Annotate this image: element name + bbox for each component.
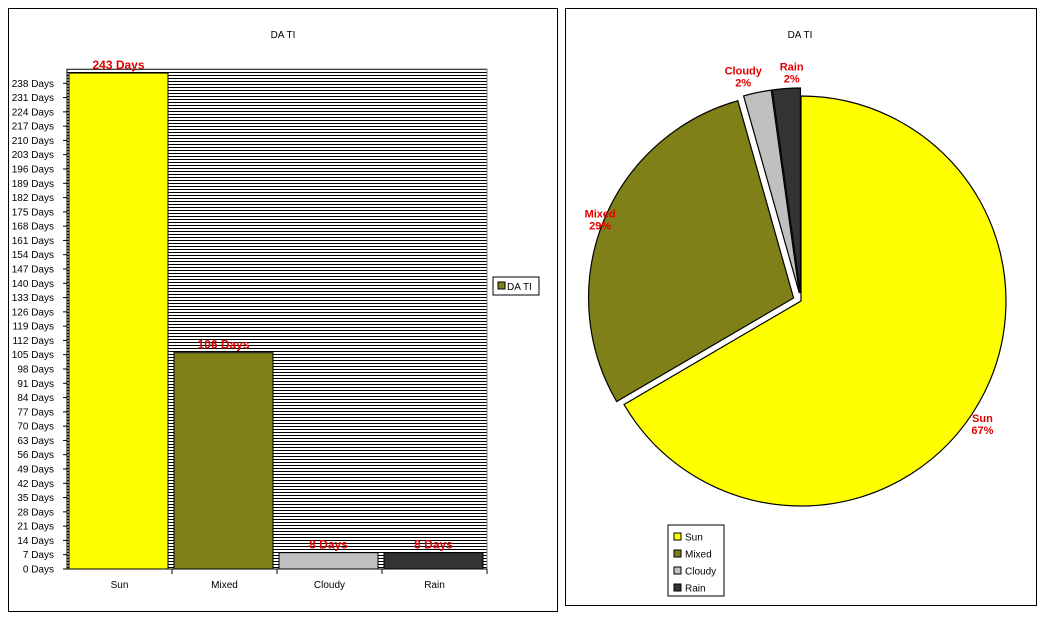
pie-legend-label: Mixed [685, 550, 712, 561]
x-category-label: Mixed [211, 580, 238, 591]
y-tick-label: 77 Days [17, 407, 54, 418]
pie-legend-swatch [673, 549, 682, 558]
bar-legend-swatch [497, 281, 506, 290]
bar-legend: DA TI [492, 276, 540, 296]
x-category-label: Rain [424, 580, 445, 591]
pie-data-label: Mixed 29% [585, 209, 616, 233]
y-tick-label: 140 Days [12, 279, 54, 290]
y-tick-label: 182 Days [12, 193, 54, 204]
y-tick-label: 126 Days [12, 307, 54, 318]
pie-legend-label: Rain [685, 584, 706, 595]
pie-legend-label: Cloudy [685, 567, 716, 578]
y-tick-label: 14 Days [17, 536, 54, 547]
pie-legend-swatch [673, 566, 682, 575]
y-tick-label: 210 Days [12, 136, 54, 147]
y-tick-label: 217 Days [12, 122, 54, 133]
pie-legend: Sun Mixed Cloudy Rain [667, 524, 725, 597]
pie-data-label: Sun 67% [971, 413, 993, 437]
bar-legend-label: DA TI [507, 282, 532, 293]
y-tick-label: 161 Days [12, 236, 54, 247]
y-tick-label: 49 Days [17, 465, 54, 476]
y-tick-label: 35 Days [17, 493, 54, 504]
pie-data-label: Rain 2% [780, 62, 804, 86]
pie-slice-rain [771, 87, 802, 294]
pie-slice-sun [623, 95, 1007, 507]
y-tick-label: 231 Days [12, 93, 54, 104]
y-tick-label: 238 Days [12, 79, 54, 90]
y-tick-label: 84 Days [17, 393, 54, 404]
bar-chart: DA TI 0 Days 7 Days 14 Days 21 Days 28 Days 3… [12, 30, 540, 591]
bar-data-label: 106 Days [197, 338, 249, 352]
bar-chart-title: DA TI [271, 30, 296, 41]
y-tick-label: 147 Days [12, 265, 54, 276]
bar-rain [383, 552, 484, 570]
y-tick-label: 175 Days [12, 207, 54, 218]
bar-data-label: 8 Days [414, 538, 453, 552]
bar-cloudy [278, 552, 379, 570]
y-tick-label: 119 Days [12, 322, 54, 333]
y-tick-label: 196 Days [12, 165, 54, 176]
pie-chart: DA TI Sun 67% Mixed 29% Cloudy 2% Rain 2% Sun Mi… [585, 30, 1007, 597]
pie-legend-swatch [673, 583, 682, 592]
y-tick-label: 7 Days [23, 550, 54, 561]
y-tick-label: 56 Days [17, 450, 54, 461]
y-tick-label: 70 Days [17, 422, 54, 433]
y-tick-label: 21 Days [17, 522, 54, 533]
y-tick-label: 98 Days [17, 365, 54, 376]
pie-legend-swatch [673, 532, 682, 541]
y-tick-label: 154 Days [12, 250, 54, 261]
y-tick-label: 0 Days [23, 565, 54, 576]
y-tick-label: 224 Days [12, 107, 54, 118]
bar-sun [68, 72, 169, 570]
pie-data-label: Cloudy 2% [725, 66, 763, 90]
y-tick-label: 91 Days [17, 379, 54, 390]
y-tick-label: 63 Days [17, 436, 54, 447]
bar-chart-panel: DA TI 0 Days 7 Days 14 Days 21 Days 28 Days 3… [8, 8, 558, 612]
y-tick-label: 105 Days [12, 350, 54, 361]
y-tick-label: 42 Days [17, 479, 54, 490]
x-category-label: Cloudy [314, 580, 345, 591]
y-tick-label: 189 Days [12, 179, 54, 190]
pie-slice-cloudy [742, 89, 800, 294]
y-tick-label: 168 Days [12, 222, 54, 233]
pie-chart-title: DA TI [788, 30, 813, 41]
bar-mixed [173, 352, 274, 570]
pie-slice-mixed [588, 99, 795, 403]
y-tick-label: 112 Days [12, 336, 54, 347]
y-tick-label: 203 Days [12, 150, 54, 161]
pie-legend-label: Sun [685, 533, 703, 544]
pie-chart-panel: DA TI Sun 67% Mixed 29% Cloudy 2% Rain 2% Sun Mi… [565, 8, 1037, 606]
y-tick-label: 28 Days [17, 507, 54, 518]
bar-data-label: 243 Days [92, 58, 144, 72]
x-category-label: Sun [111, 580, 129, 591]
bar-data-label: 8 Days [309, 538, 348, 552]
y-tick-label: 133 Days [12, 293, 54, 304]
